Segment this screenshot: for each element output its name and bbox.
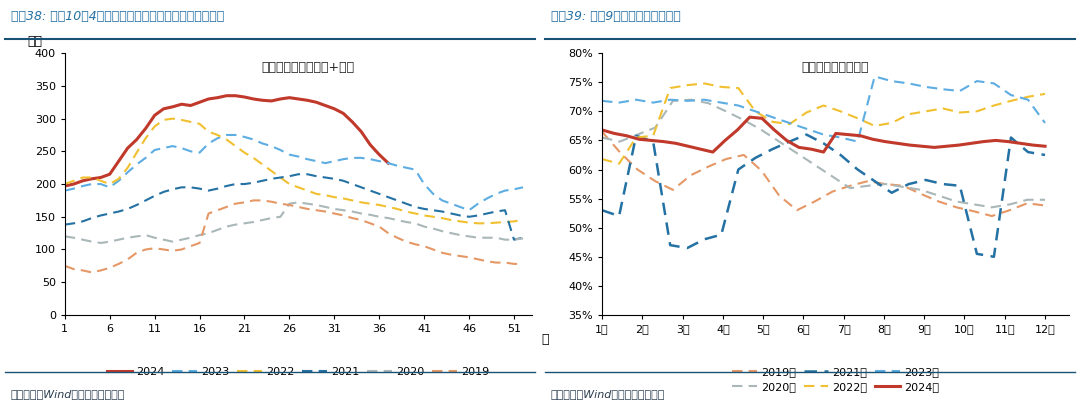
Text: 国内沥青库存：社库+厂库: 国内沥青库存：社库+厂库 xyxy=(261,61,354,74)
Legend: 2019年, 2020年, 2021年, 2022年, 2023年, 2024年: 2019年, 2020年, 2021年, 2022年, 2023年, 2024年 xyxy=(728,362,944,397)
Text: 周: 周 xyxy=(541,333,549,346)
Text: 万吨: 万吨 xyxy=(27,35,42,48)
Text: 资料来源：Wind，国盛证券研究所: 资料来源：Wind，国盛证券研究所 xyxy=(11,389,125,399)
Text: 库容比：水泥：全国: 库容比：水泥：全国 xyxy=(801,61,869,74)
Text: 图表38: 截至10月4日，沥青延续快速去库、但绝对值仍高: 图表38: 截至10月4日，沥青延续快速去库、但绝对值仍高 xyxy=(11,10,224,23)
Legend: 2024, 2023, 2022, 2021, 2020, 2019: 2024, 2023, 2022, 2021, 2020, 2019 xyxy=(103,362,494,381)
Text: 资料来源：Wind，国盛证券研究所: 资料来源：Wind，国盛证券研究所 xyxy=(551,389,665,399)
Text: 图表39: 截至9月底，水泥库存续降: 图表39: 截至9月底，水泥库存续降 xyxy=(551,10,680,23)
